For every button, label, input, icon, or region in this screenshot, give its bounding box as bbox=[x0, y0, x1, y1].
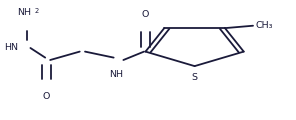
Text: S: S bbox=[192, 73, 198, 82]
Text: CH₃: CH₃ bbox=[255, 21, 273, 30]
Text: 2: 2 bbox=[35, 8, 39, 14]
Text: O: O bbox=[43, 92, 50, 101]
Text: HN: HN bbox=[4, 44, 18, 53]
Text: NH: NH bbox=[17, 8, 32, 17]
Text: NH: NH bbox=[109, 70, 123, 79]
Text: O: O bbox=[142, 10, 149, 19]
